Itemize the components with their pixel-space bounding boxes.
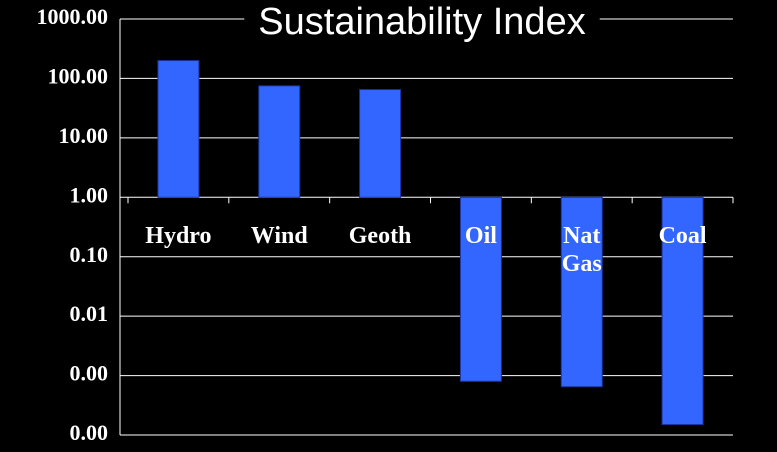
x-tick-label: Nat Gas xyxy=(561,223,602,277)
y-tick-label: 100.00 xyxy=(48,63,109,88)
x-tick-label: Hydro xyxy=(145,223,212,249)
bar xyxy=(560,196,603,388)
bar xyxy=(661,196,704,426)
bar xyxy=(157,60,200,198)
bar xyxy=(258,85,301,198)
y-tick-label: 0.10 xyxy=(70,242,109,267)
x-tick-label: Oil xyxy=(464,223,497,249)
title-background xyxy=(244,0,600,44)
y-tick-label: 10.00 xyxy=(59,123,109,148)
y-tick-label: 1.00 xyxy=(70,182,109,207)
chart-title: Sustainability Index xyxy=(258,1,585,43)
bar xyxy=(459,196,502,382)
bar xyxy=(359,89,402,198)
y-tick-label: 0.00 xyxy=(70,361,109,386)
x-tick-label: Coal xyxy=(658,223,707,249)
y-tick-label: 1000.00 xyxy=(37,4,109,29)
y-tick-label: 0.01 xyxy=(70,301,109,326)
x-tick-label: Geoth xyxy=(348,223,412,249)
y-tick-label: 0.00 xyxy=(70,420,109,445)
x-tick-label: Wind xyxy=(250,223,308,249)
